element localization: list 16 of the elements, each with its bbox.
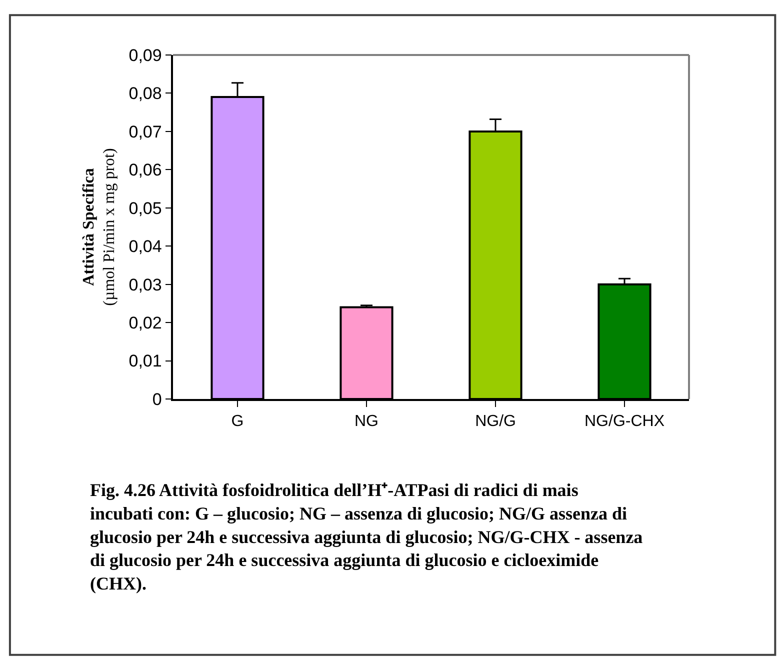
y-tick-label: 0,05 <box>128 198 162 218</box>
x-tick-label: NG <box>354 412 378 430</box>
y-tick-label: 0,01 <box>128 352 162 371</box>
x-tick-label: NG/G-CHX <box>584 412 665 430</box>
y-tick-label: 0 <box>152 390 162 409</box>
caption: Fig. 4.26 Attività fosfoidrolitica dell’H⁺-ATPasi di radici di mais incubati con: G – glucosio; NG – assenza di glucosio; NG/G assenza di glucosio per 24h e successiva aggiunta di glucosio; NG/G-CHX - assenza di glucosio per 24h e successiva aggiunta di glucosio e cicloeximide (CHX). <box>90 480 643 594</box>
y-tick-label: 0,07 <box>128 122 162 142</box>
y-tick-label: 0,03 <box>128 275 162 294</box>
y-tick-label: 0,06 <box>128 160 162 180</box>
y-tick-label: 0,09 <box>128 46 162 65</box>
x-tick-label: NG/G <box>475 412 516 430</box>
y-tick-label: 0,02 <box>128 314 162 333</box>
y-tick-label: 0,08 <box>128 84 162 104</box>
y-axis-title: Attività Specifica (µmol Pi/min x mg prot) <box>80 148 118 306</box>
y-tick-label: 0,04 <box>128 237 162 256</box>
x-tick-label: G <box>231 412 244 430</box>
